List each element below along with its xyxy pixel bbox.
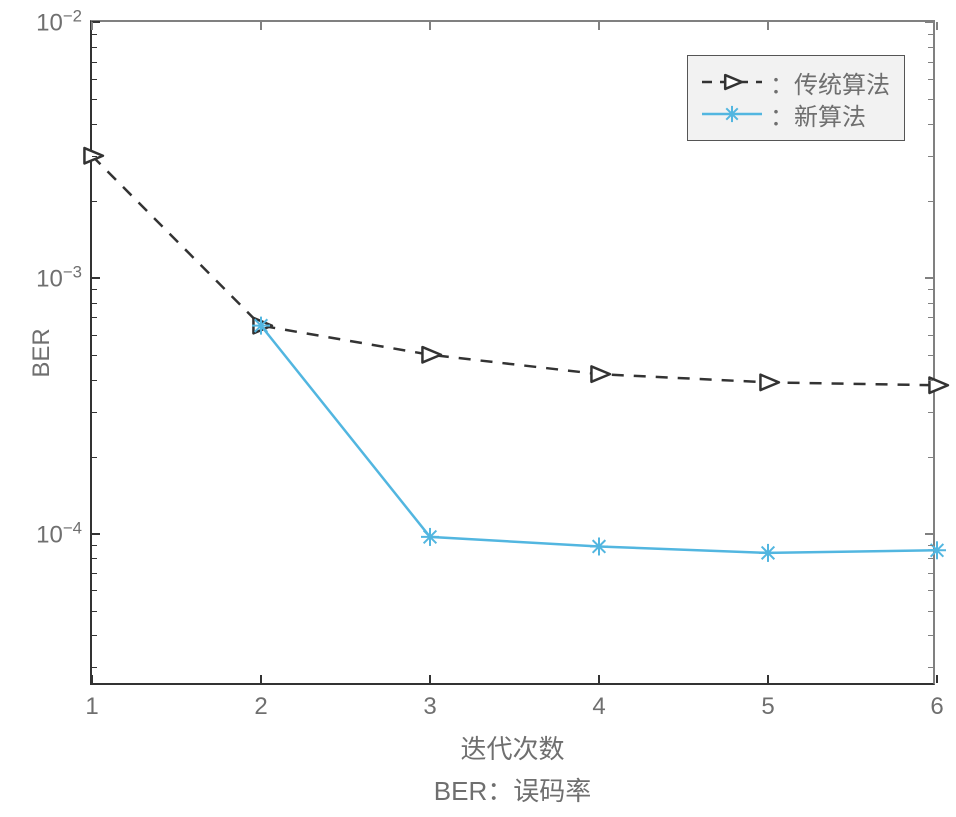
y-minor-tick — [928, 156, 933, 157]
legend-item-new: ：新算法 — [702, 98, 890, 130]
series-marker-new — [590, 537, 608, 555]
y-minor-tick — [928, 558, 933, 559]
legend-item-traditional: ：传统算法 — [702, 66, 890, 98]
series-marker-traditional — [422, 347, 440, 362]
x-tick — [598, 22, 600, 30]
y-minor-tick — [928, 412, 933, 413]
y-tick — [92, 21, 100, 23]
y-tick-label: 10−3 — [36, 262, 92, 293]
y-minor-tick — [92, 124, 97, 125]
y-tick — [925, 21, 933, 23]
y-minor-tick — [92, 34, 97, 35]
series-marker-new — [759, 544, 777, 562]
series-marker-new — [252, 317, 270, 335]
y-tick — [925, 533, 933, 535]
x-axis-label: 迭代次数 — [460, 729, 564, 766]
y-minor-tick — [92, 573, 97, 574]
y-minor-tick — [92, 457, 97, 458]
x-tick — [936, 675, 938, 683]
y-minor-tick — [928, 667, 933, 668]
y-minor-tick — [92, 156, 97, 157]
y-minor-tick — [928, 545, 933, 546]
y-minor-tick — [92, 590, 97, 591]
x-tick — [260, 675, 262, 683]
legend-swatch — [702, 104, 762, 124]
y-minor-tick — [92, 62, 97, 63]
x-tick — [598, 675, 600, 683]
legend-label: ：传统算法 — [770, 65, 890, 100]
y-minor-tick — [92, 99, 97, 100]
y-minor-tick — [92, 355, 97, 356]
x-tick — [767, 675, 769, 683]
y-tick — [92, 277, 100, 279]
y-tick-label: 10−2 — [36, 7, 92, 38]
x-tick-label: 6 — [930, 683, 943, 721]
y-minor-tick — [92, 79, 97, 80]
x-tick — [429, 675, 431, 683]
y-minor-tick — [928, 79, 933, 80]
chart-footnote: BER：误码率 — [434, 771, 591, 808]
legend: ：传统算法：新算法 — [687, 55, 905, 141]
y-minor-tick — [928, 380, 933, 381]
y-minor-tick — [92, 412, 97, 413]
x-tick — [936, 22, 938, 30]
y-minor-tick — [92, 335, 97, 336]
x-tick — [91, 22, 93, 30]
y-minor-tick — [928, 99, 933, 100]
y-minor-tick — [92, 667, 97, 668]
y-minor-tick — [92, 201, 97, 202]
y-minor-tick — [928, 457, 933, 458]
y-minor-tick — [92, 289, 97, 290]
y-minor-tick — [928, 355, 933, 356]
x-tick — [767, 22, 769, 30]
y-axis-label: BER — [28, 328, 56, 377]
y-minor-tick — [928, 124, 933, 125]
x-tick-label: 3 — [423, 683, 436, 721]
y-minor-tick — [92, 611, 97, 612]
series-marker-traditional — [760, 375, 778, 390]
series-marker-new — [928, 541, 946, 559]
y-minor-tick — [928, 201, 933, 202]
legend-swatch — [702, 72, 762, 92]
y-minor-tick — [928, 317, 933, 318]
chart-container: 10−2 10−3 10−4 1 2 3 4 5 6 BER 迭代次数 BER：误码率 ：传统算… — [0, 0, 956, 817]
x-tick — [260, 22, 262, 30]
y-tick — [925, 277, 933, 279]
y-minor-tick — [92, 47, 97, 48]
y-minor-tick — [928, 62, 933, 63]
series-marker-new — [421, 528, 439, 546]
series-line-traditional — [92, 156, 937, 386]
y-minor-tick — [928, 590, 933, 591]
y-minor-tick — [92, 635, 97, 636]
y-tick — [92, 533, 100, 535]
y-minor-tick — [928, 611, 933, 612]
x-tick-label: 1 — [85, 683, 98, 721]
y-minor-tick — [92, 380, 97, 381]
series-line-new — [261, 326, 937, 553]
y-tick-label: 10−4 — [36, 518, 92, 549]
y-minor-tick — [928, 303, 933, 304]
y-minor-tick — [92, 545, 97, 546]
x-tick-label: 2 — [254, 683, 267, 721]
y-minor-tick — [92, 317, 97, 318]
y-minor-tick — [928, 289, 933, 290]
y-minor-tick — [92, 558, 97, 559]
x-tick — [429, 22, 431, 30]
legend-label: ：新算法 — [770, 97, 866, 132]
x-tick — [91, 675, 93, 683]
series-marker-traditional — [591, 366, 609, 381]
x-tick-label: 5 — [761, 683, 774, 721]
y-minor-tick — [928, 34, 933, 35]
y-minor-tick — [928, 47, 933, 48]
y-minor-tick — [928, 335, 933, 336]
y-minor-tick — [928, 573, 933, 574]
y-minor-tick — [928, 635, 933, 636]
y-minor-tick — [92, 303, 97, 304]
x-tick-label: 4 — [592, 683, 605, 721]
